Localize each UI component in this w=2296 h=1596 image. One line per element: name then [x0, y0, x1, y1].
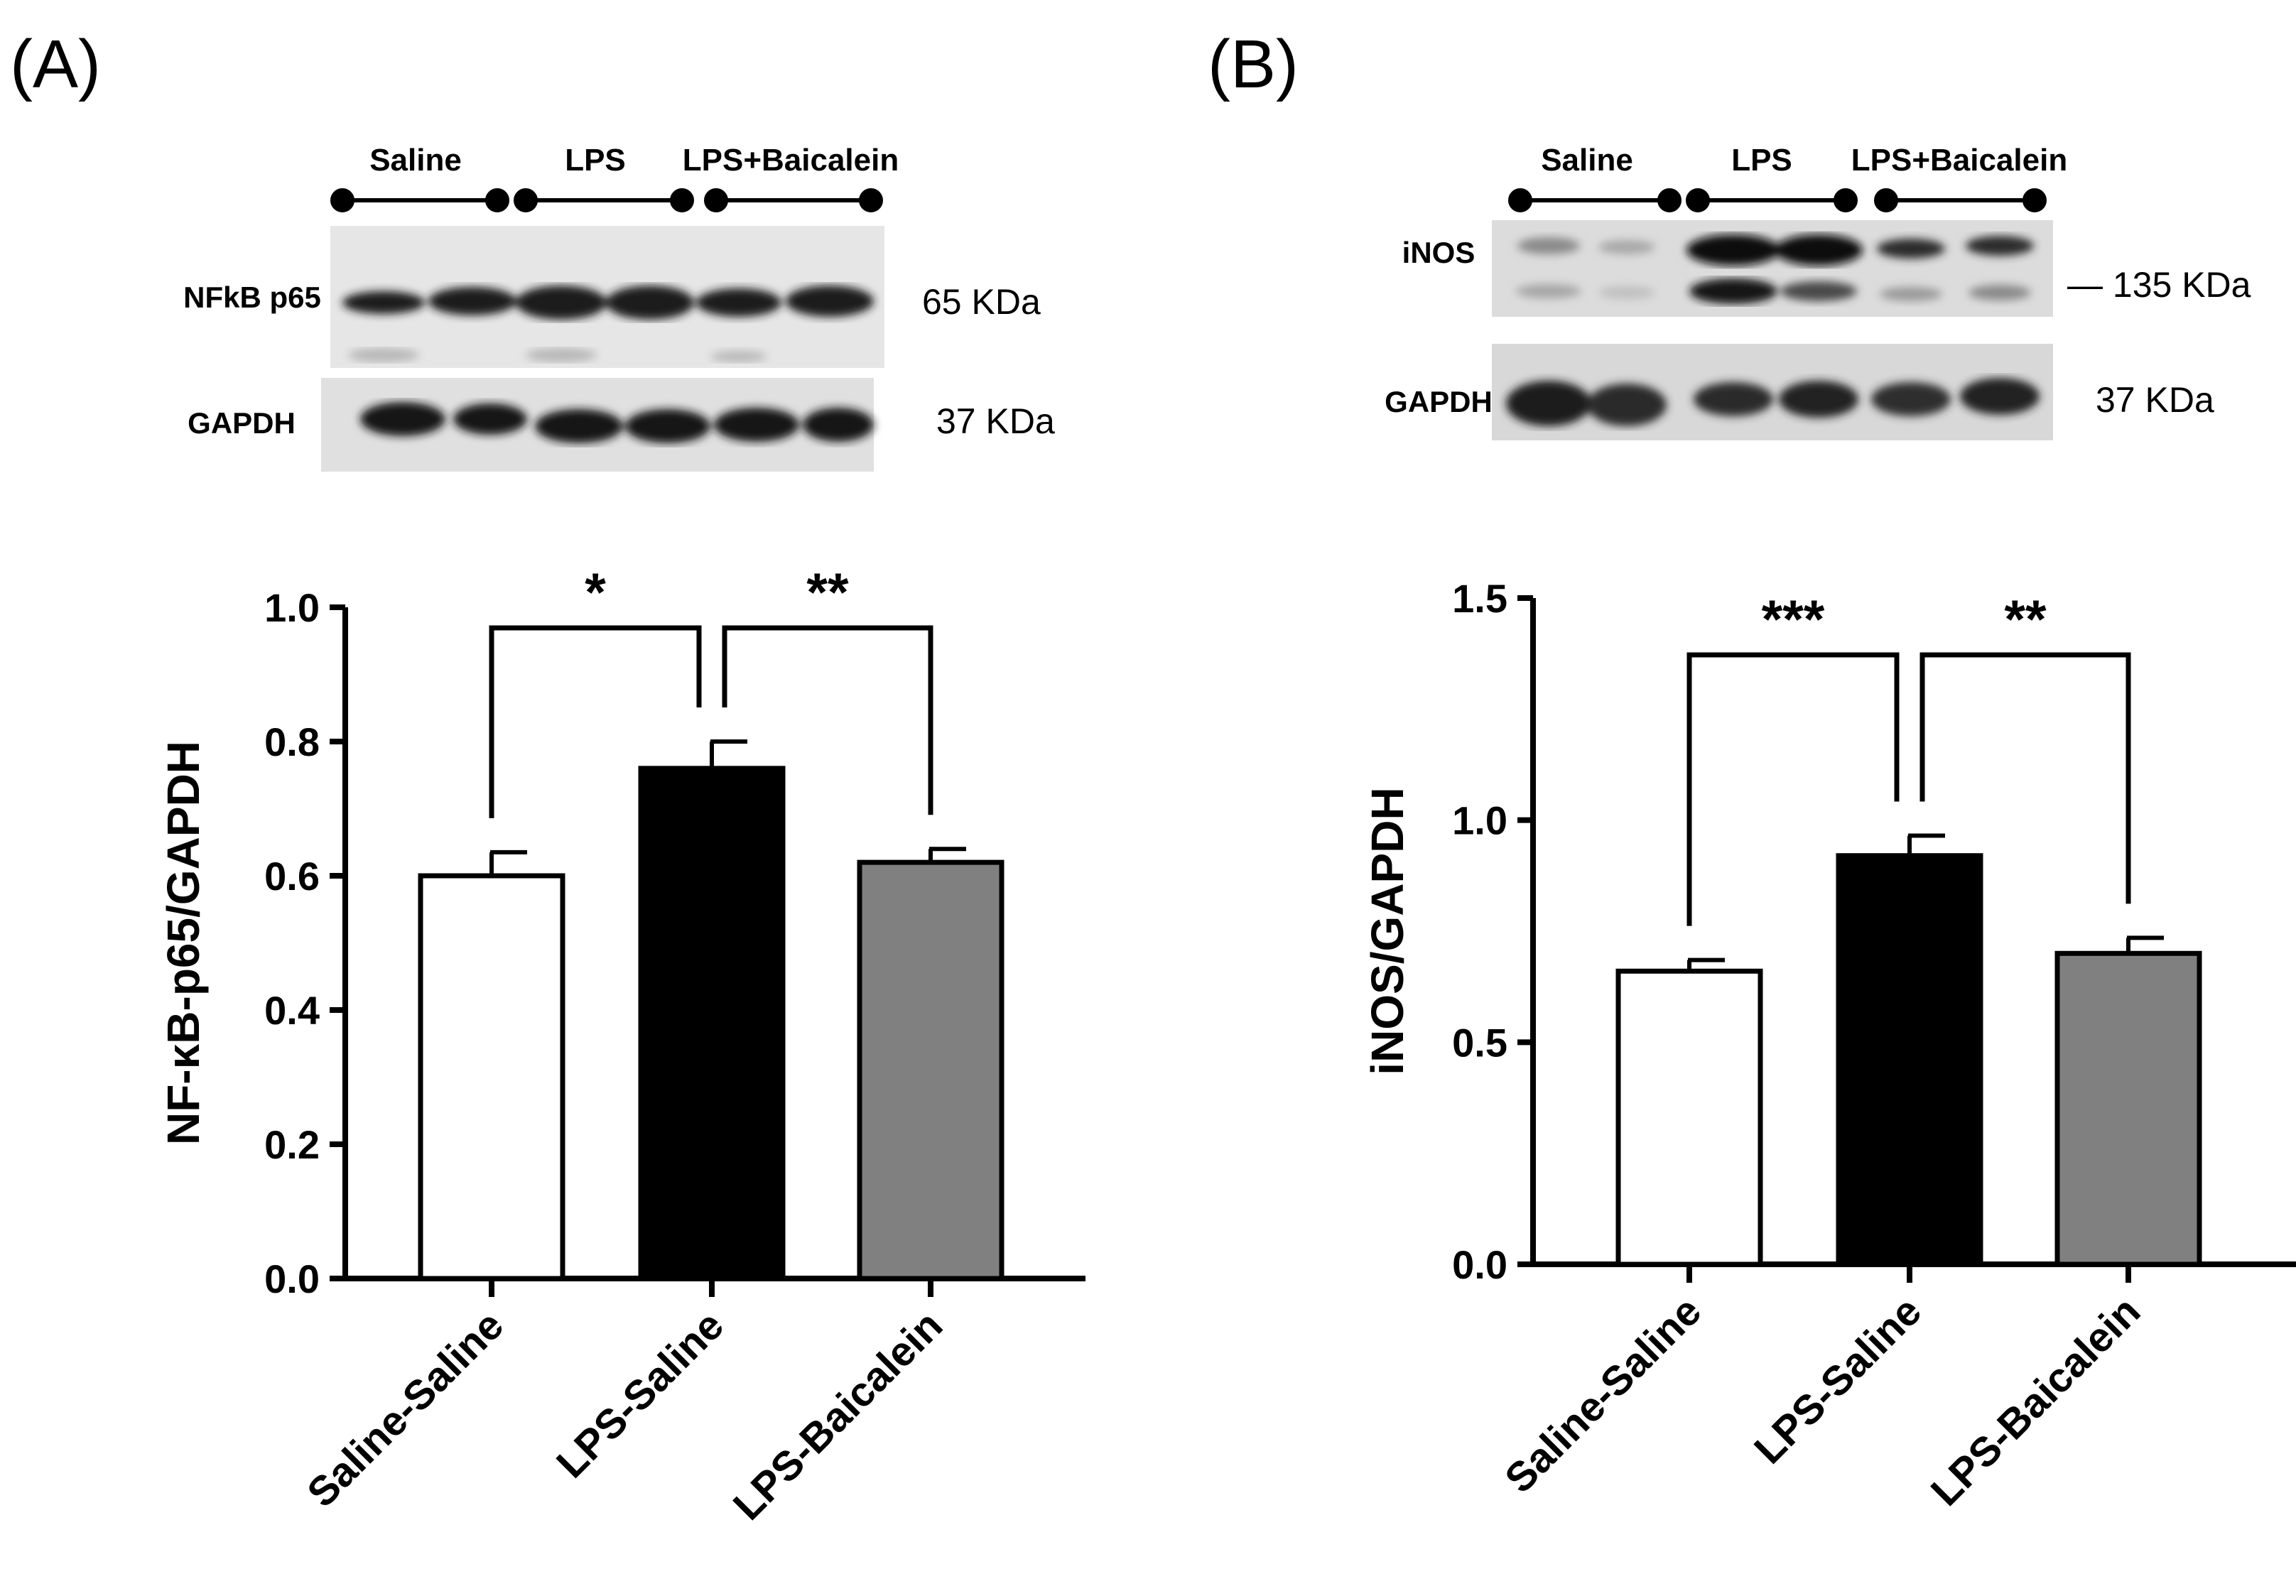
bar	[857, 859, 1004, 1281]
inos-lower-bands	[1516, 278, 2031, 304]
significance-label: *	[585, 563, 606, 623]
y-tick-label: 0.0	[264, 1256, 320, 1301]
x-tick-label: Saline-Saline	[298, 1302, 512, 1516]
blot-group-label: LPS+Baicalein	[683, 143, 899, 178]
inos-upper-bands	[1517, 234, 2034, 266]
x-tick-label: LPS-Baicalein	[725, 1302, 951, 1529]
lane-group-markers	[330, 188, 883, 212]
blot-group-label: Saline	[1541, 143, 1633, 178]
blot-row-label: GAPDH	[188, 406, 296, 440]
significance-label: **	[2004, 590, 2047, 650]
significance-label: **	[806, 563, 849, 623]
blot-group-label: LPS+Baicalein	[1851, 143, 2067, 178]
bar-chart-a: 0.0 0.2 0.4 0.6 0.8 1.0 NF-κB-p65/GAPDH Saline-…	[158, 563, 1085, 1529]
bar	[418, 873, 565, 1281]
blot-size-label: 65 KDa	[922, 282, 1041, 322]
x-tick-label: LPS-Saline	[548, 1302, 732, 1487]
blot-row-label: iNOS	[1402, 236, 1475, 269]
y-tick-label: 0.2	[264, 1122, 320, 1167]
bar-chart-b: 0.0 0.5 1.0 1.5 iNOS/GAPDH Saline-Saline LPS-S…	[1362, 576, 2296, 1515]
western-blot-b: Saline LPS LPS+Baicalein iNOS — 135 KDa …	[1385, 143, 2251, 440]
blot-row-label: GAPDH	[1385, 385, 1493, 418]
x-tick-label: LPS-Baicalein	[1922, 1288, 2149, 1514]
nfkb-bands	[342, 286, 874, 320]
panel-a-letter: (A)	[10, 26, 101, 102]
y-tick-label: 1.0	[1452, 798, 1507, 843]
y-tick-label: 0.0	[1452, 1242, 1507, 1287]
x-tick-label: Saline-Saline	[1496, 1288, 1710, 1502]
blot-size-label: 37 KDa	[2096, 380, 2214, 420]
nfkb-faint-bands	[348, 348, 767, 362]
panel-b-letter: (B)	[1208, 26, 1299, 102]
significance-bracket	[722, 625, 933, 815]
bar	[638, 766, 786, 1281]
y-tick-label: 0.6	[264, 854, 320, 899]
y-tick-label: 1.0	[264, 585, 320, 630]
y-tick-label: 0.5	[1452, 1020, 1507, 1065]
blot-group-label: LPS	[1731, 143, 1792, 178]
y-tick-label: 1.5	[1452, 576, 1507, 621]
lane-group-markers	[1508, 188, 2047, 212]
blot-group-label: LPS	[565, 143, 626, 178]
x-tick-label: LPS-Saline	[1745, 1288, 1930, 1472]
significance-bracket	[1919, 652, 2131, 904]
bar	[2054, 950, 2202, 1267]
blot-size-label: 37 KDa	[936, 401, 1055, 441]
inos-blot-strip	[1492, 220, 2053, 317]
significance-bracket	[1686, 652, 1900, 926]
gapdh-bands-b	[1506, 378, 2040, 426]
gapdh-bands-a	[360, 402, 874, 443]
y-tick-label: 0.8	[264, 720, 320, 764]
blot-row-label: NFkB p65	[183, 281, 321, 314]
blot-size-label: — 135 KDa	[2067, 265, 2251, 305]
significance-bracket	[489, 625, 702, 818]
western-blot-a: Saline LPS LPS+Baicalein NFkB p65 65 KDa…	[183, 143, 1055, 472]
significance-label: ***	[1762, 590, 1825, 650]
bar	[1836, 853, 1983, 1267]
y-tick-label: 0.4	[264, 988, 320, 1033]
bar	[1615, 968, 1763, 1267]
y-axis-label: iNOS/GAPDH	[1362, 787, 1413, 1075]
blot-group-label: Saline	[369, 143, 462, 178]
y-axis-label: NF-κB-p65/GAPDH	[158, 741, 209, 1145]
